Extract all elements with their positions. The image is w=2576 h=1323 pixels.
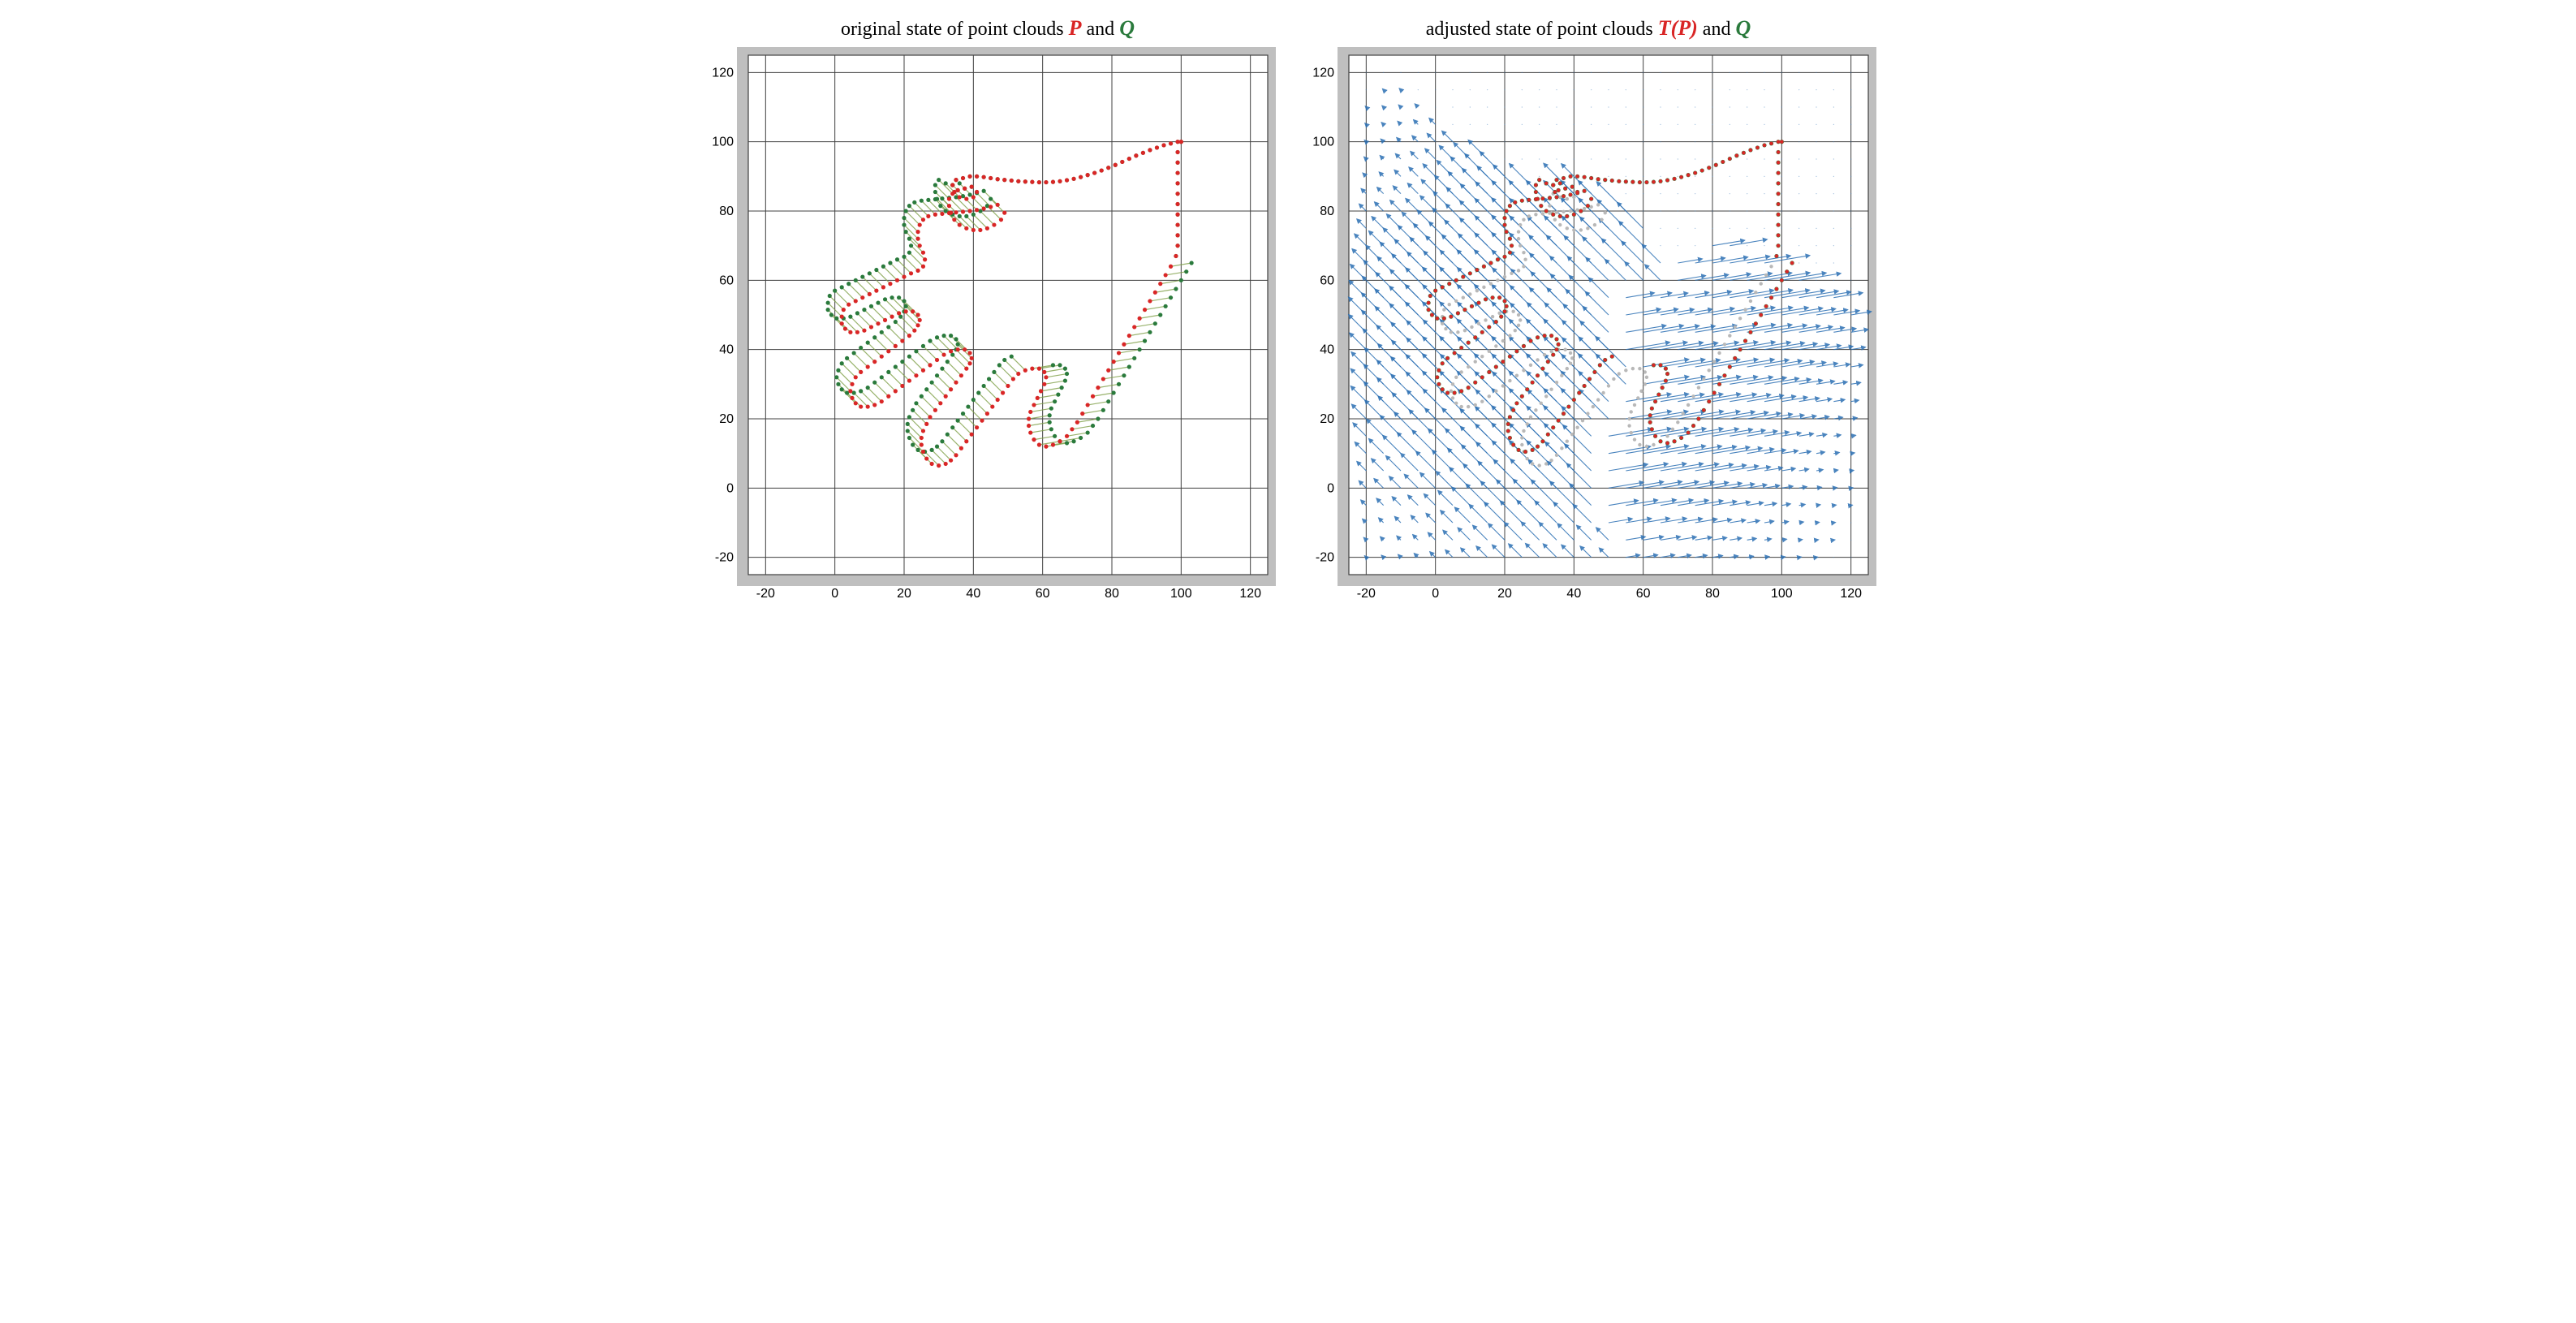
svg-text:60: 60 — [1320, 274, 1334, 287]
svg-text:100: 100 — [1312, 136, 1334, 149]
svg-text:60: 60 — [719, 274, 734, 287]
svg-text:40: 40 — [966, 587, 980, 601]
svg-text:0: 0 — [726, 481, 734, 495]
symbol-Q: Q — [1119, 16, 1135, 40]
svg-text:120: 120 — [1239, 587, 1261, 601]
svg-text:-20: -20 — [1357, 587, 1376, 601]
svg-text:40: 40 — [1566, 587, 1581, 601]
svg-text:40: 40 — [719, 343, 734, 357]
svg-text:-20: -20 — [1316, 551, 1334, 565]
right-plot: -20 0 20 40 60 80 100 120 -20 0 20 40 60 80 100 120 — [1300, 47, 1876, 607]
right-title: adjusted state of point clouds T(P) and … — [1300, 16, 1876, 41]
left-panel: original state of point clouds P and Q -… — [700, 16, 1276, 607]
svg-text:-20: -20 — [715, 551, 734, 565]
svg-text:80: 80 — [1705, 587, 1720, 601]
svg-text:80: 80 — [1320, 205, 1334, 218]
svg-text:60: 60 — [1636, 587, 1651, 601]
svg-text:20: 20 — [1497, 587, 1512, 601]
svg-text:80: 80 — [719, 205, 734, 218]
svg-text:80: 80 — [1105, 587, 1119, 601]
svg-text:0: 0 — [1432, 587, 1439, 601]
right-panel: adjusted state of point clouds T(P) and … — [1300, 16, 1876, 607]
svg-text:100: 100 — [1170, 587, 1192, 601]
left-title-prefix: original state of point clouds — [841, 19, 1069, 40]
svg-text:20: 20 — [897, 587, 911, 601]
right-title-and: and — [1698, 19, 1736, 40]
svg-text:120: 120 — [1312, 66, 1334, 80]
svg-text:120: 120 — [712, 66, 734, 80]
symbol-P: P — [1069, 16, 1082, 40]
svg-text:120: 120 — [1840, 587, 1862, 601]
symbol-Q2: Q — [1735, 16, 1751, 40]
symbol-TP: T(P) — [1658, 16, 1698, 40]
left-title: original state of point clouds P and Q — [700, 16, 1276, 41]
svg-text:100: 100 — [1771, 587, 1793, 601]
svg-text:0: 0 — [1327, 481, 1334, 495]
svg-text:0: 0 — [831, 587, 838, 601]
left-plot: -20 0 20 40 60 80 100 120 -20 0 20 40 60 80 100 120 — [700, 47, 1276, 607]
svg-text:20: 20 — [1320, 412, 1334, 426]
svg-text:-20: -20 — [756, 587, 775, 601]
svg-text:60: 60 — [1036, 587, 1050, 601]
left-title-and: and — [1082, 19, 1120, 40]
svg-text:100: 100 — [712, 136, 734, 149]
right-title-prefix: adjusted state of point clouds — [1426, 19, 1658, 40]
svg-text:40: 40 — [1320, 343, 1334, 357]
svg-text:20: 20 — [719, 412, 734, 426]
